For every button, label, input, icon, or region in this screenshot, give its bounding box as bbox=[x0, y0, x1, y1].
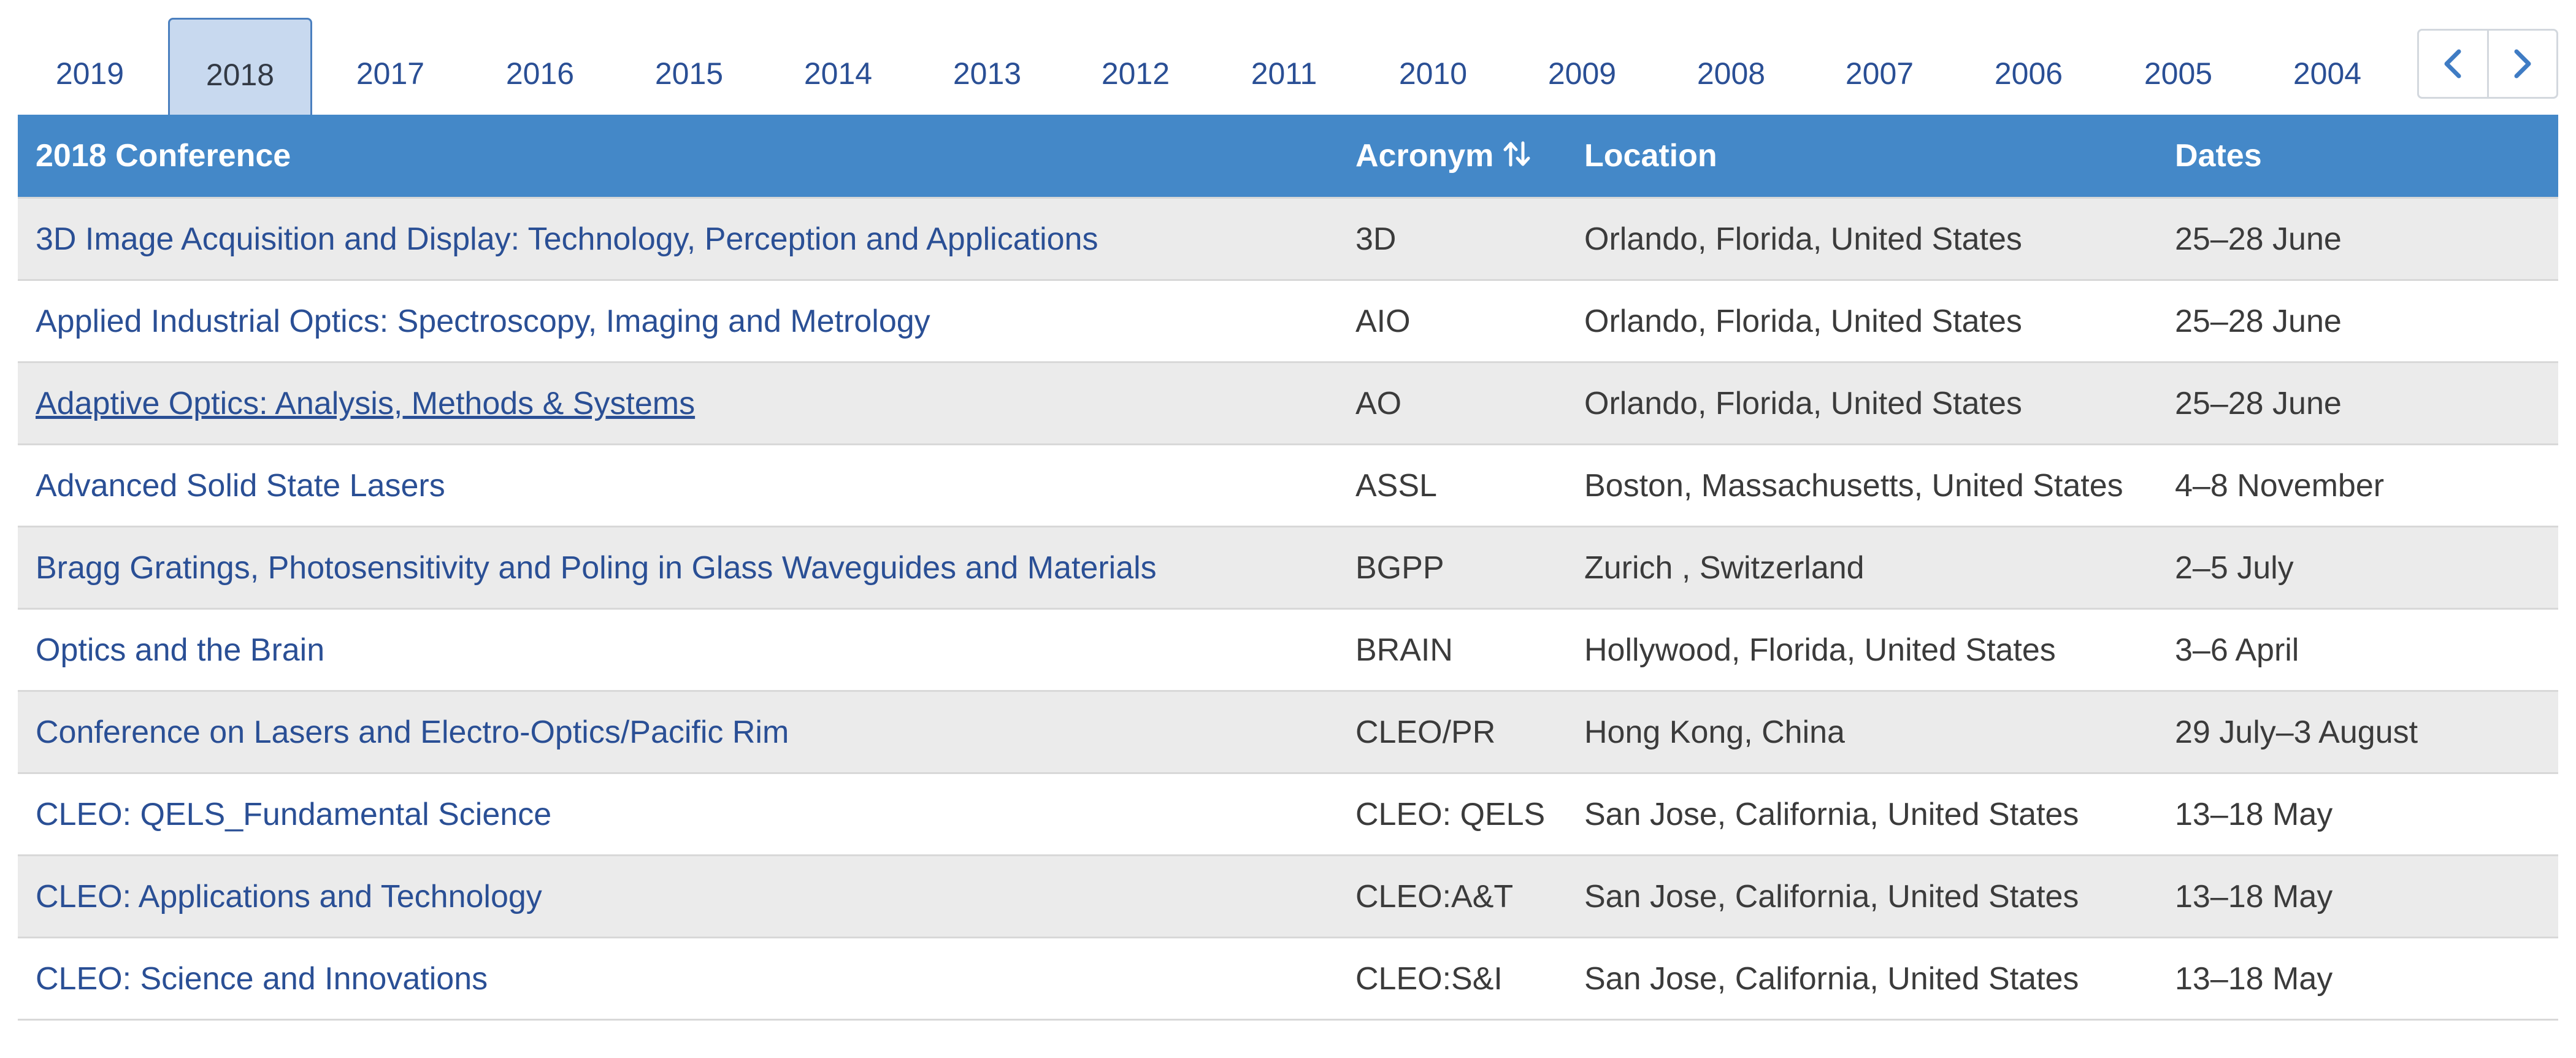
tab-year-2004[interactable]: 2004 bbox=[2293, 56, 2362, 91]
column-header-acronym[interactable]: Acronym bbox=[1355, 137, 1533, 174]
table-row: Bragg Gratings, Photosensitivity and Pol… bbox=[18, 526, 2558, 608]
location-cell: Hong Kong, China bbox=[1584, 714, 1845, 750]
column-header-conference: 2018 Conference bbox=[36, 138, 291, 174]
tab-year-2005[interactable]: 2005 bbox=[2144, 56, 2213, 91]
location-cell: Orlando, Florida, United States bbox=[1584, 385, 2022, 421]
dates-cell: 13–18 May bbox=[2175, 878, 2333, 914]
location-cell: Hollywood, Florida, United States bbox=[1584, 632, 2056, 668]
column-header-dates: Dates bbox=[2175, 138, 2262, 174]
table-row: 3D Image Acquisition and Display: Techno… bbox=[18, 197, 2558, 279]
conference-table: 2018 Conference Acronym Location Dates 3… bbox=[18, 115, 2558, 1021]
tab-year-2017[interactable]: 2017 bbox=[356, 56, 425, 91]
dates-cell: 25–28 June bbox=[2175, 303, 2342, 339]
conference-link[interactable]: Bragg Gratings, Photosensitivity and Pol… bbox=[36, 550, 1157, 586]
year-pager bbox=[2417, 29, 2558, 99]
tab-year-2014[interactable]: 2014 bbox=[803, 56, 873, 91]
next-years-button[interactable] bbox=[2486, 31, 2557, 97]
tab-year-2009[interactable]: 2009 bbox=[1547, 56, 1617, 91]
table-header: 2018 Conference Acronym Location Dates bbox=[18, 115, 2558, 197]
conference-link[interactable]: Adaptive Optics: Analysis, Methods & Sys… bbox=[36, 385, 696, 421]
location-cell: Orlando, Florida, United States bbox=[1584, 221, 2022, 257]
acronym-cell: AIO bbox=[1355, 303, 1411, 339]
conference-link[interactable]: Optics and the Brain bbox=[36, 632, 325, 668]
prev-years-button[interactable] bbox=[2419, 31, 2487, 97]
acronym-cell: AO bbox=[1355, 385, 1402, 421]
tab-year-2006[interactable]: 2006 bbox=[1994, 56, 2063, 91]
acronym-cell: CLEO/PR bbox=[1355, 714, 1496, 750]
year-tab-bar: 2019 2018 2017 2016 2015 2014 2013 2012 … bbox=[18, 18, 2558, 115]
table-row: Optics and the Brain BRAIN Hollywood, Fl… bbox=[18, 608, 2558, 690]
table-row: Adaptive Optics: Analysis, Methods & Sys… bbox=[18, 361, 2558, 443]
acronym-cell: BGPP bbox=[1355, 550, 1444, 586]
tab-year-2011[interactable]: 2011 bbox=[1251, 56, 1317, 91]
conference-link[interactable]: CLEO: Science and Innovations bbox=[36, 960, 488, 997]
chevron-left-icon bbox=[2444, 49, 2461, 79]
conference-link[interactable]: Conference on Lasers and Electro-Optics/… bbox=[36, 714, 789, 750]
tab-year-2019[interactable]: 2019 bbox=[55, 56, 125, 91]
dates-cell: 13–18 May bbox=[2175, 960, 2333, 997]
dates-cell: 25–28 June bbox=[2175, 385, 2342, 421]
conference-link[interactable]: Advanced Solid State Lasers bbox=[36, 467, 445, 504]
location-cell: Orlando, Florida, United States bbox=[1584, 303, 2022, 339]
table-row: Conference on Lasers and Electro-Optics/… bbox=[18, 690, 2558, 772]
table-row: Advanced Solid State Lasers ASSL Boston,… bbox=[18, 443, 2558, 526]
acronym-cell: BRAIN bbox=[1355, 632, 1453, 668]
dates-cell: 13–18 May bbox=[2175, 796, 2333, 832]
conference-link[interactable]: 3D Image Acquisition and Display: Techno… bbox=[36, 221, 1098, 257]
location-cell: San Jose, California, United States bbox=[1584, 960, 2079, 997]
acronym-cell: CLEO: QELS bbox=[1355, 796, 1546, 832]
table-row: Applied Industrial Optics: Spectroscopy,… bbox=[18, 279, 2558, 361]
dates-cell: 29 July–3 August bbox=[2175, 714, 2418, 750]
table-row: CLEO: QELS_Fundamental Science CLEO: QEL… bbox=[18, 772, 2558, 854]
tab-year-2013[interactable]: 2013 bbox=[953, 56, 1022, 91]
table-row: CLEO: Applications and Technology CLEO:A… bbox=[18, 854, 2558, 937]
tab-year-2016[interactable]: 2016 bbox=[505, 56, 575, 91]
tab-year-2018[interactable]: 2018 bbox=[168, 18, 312, 115]
location-cell: Zurich , Switzerland bbox=[1584, 550, 1865, 586]
location-cell: San Jose, California, United States bbox=[1584, 796, 2079, 832]
acronym-cell: CLEO:A&T bbox=[1355, 878, 1514, 914]
conference-link[interactable]: CLEO: Applications and Technology bbox=[36, 878, 542, 914]
dates-cell: 2–5 July bbox=[2175, 550, 2294, 586]
location-cell: Boston, Massachusetts, United States bbox=[1584, 467, 2123, 504]
tab-year-2010[interactable]: 2010 bbox=[1398, 56, 1468, 91]
table-row: CLEO: Science and Innovations CLEO:S&I S… bbox=[18, 937, 2558, 1019]
location-cell: San Jose, California, United States bbox=[1584, 878, 2079, 914]
acronym-cell: CLEO:S&I bbox=[1355, 960, 1503, 997]
dates-cell: 25–28 June bbox=[2175, 221, 2342, 257]
column-header-location: Location bbox=[1584, 138, 1717, 174]
conference-link[interactable]: Applied Industrial Optics: Spectroscopy,… bbox=[36, 303, 930, 339]
tab-year-2007[interactable]: 2007 bbox=[1845, 56, 1914, 91]
conference-link[interactable]: CLEO: QELS_Fundamental Science bbox=[36, 796, 552, 832]
column-header-acronym-label: Acronym bbox=[1355, 138, 1494, 174]
tab-year-2012[interactable]: 2012 bbox=[1101, 56, 1170, 91]
acronym-cell: ASSL bbox=[1355, 467, 1437, 504]
chevron-right-icon bbox=[2514, 49, 2531, 79]
dates-cell: 4–8 November bbox=[2175, 467, 2385, 504]
tab-year-2015[interactable]: 2015 bbox=[654, 56, 724, 91]
sort-arrows-icon[interactable] bbox=[1501, 138, 1533, 170]
acronym-cell: 3D bbox=[1355, 221, 1397, 257]
tab-year-2008[interactable]: 2008 bbox=[1696, 56, 1766, 91]
dates-cell: 3–6 April bbox=[2175, 632, 2299, 668]
